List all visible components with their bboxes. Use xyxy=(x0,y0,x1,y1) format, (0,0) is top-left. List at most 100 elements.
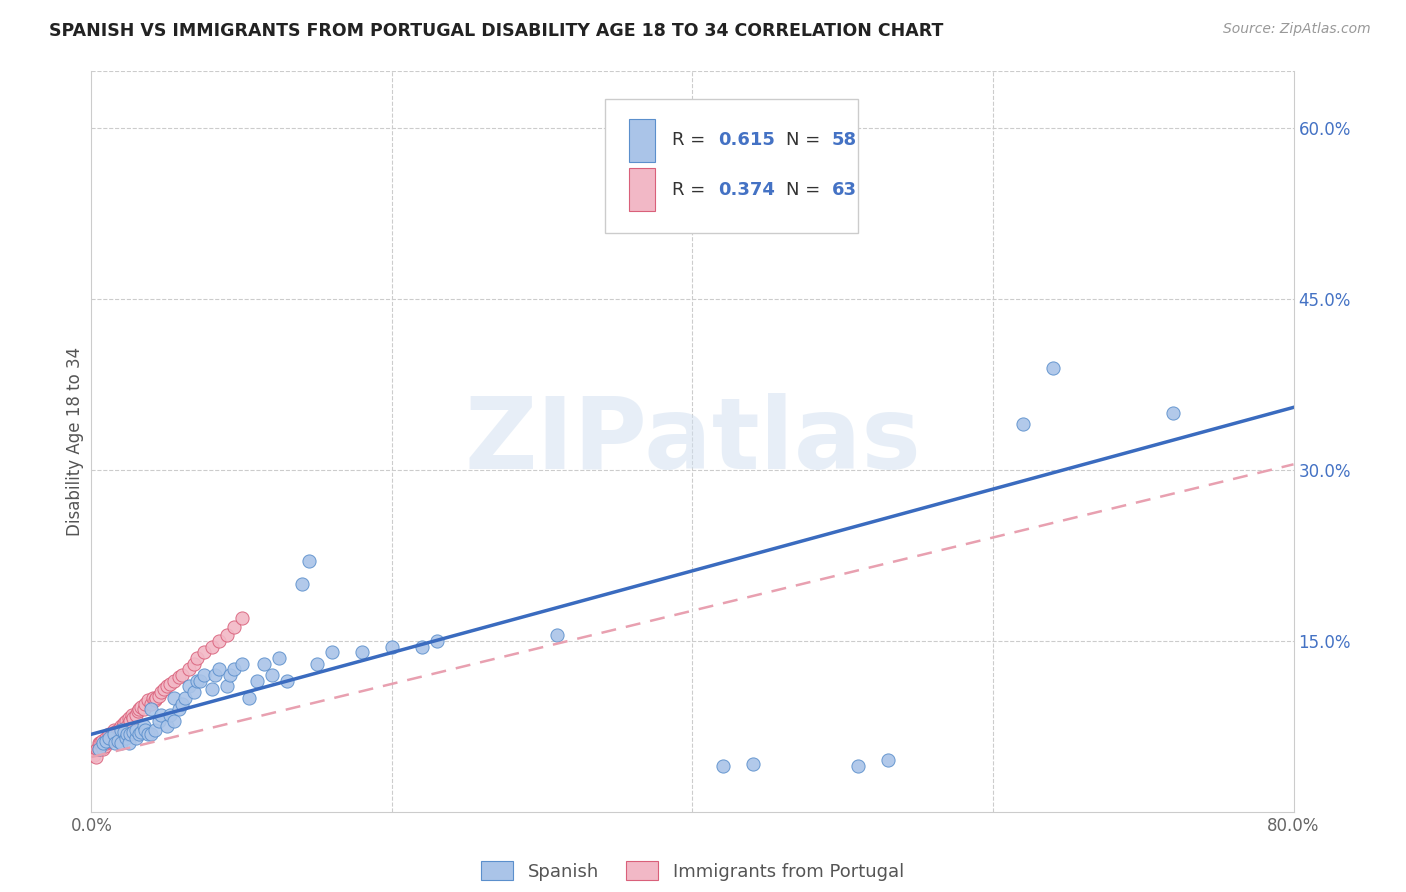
Point xyxy=(260,668,283,682)
Point xyxy=(128,702,150,716)
Point xyxy=(110,725,132,739)
Text: SPANISH VS IMMIGRANTS FROM PORTUGAL DISABILITY AGE 18 TO 34 CORRELATION CHART: SPANISH VS IMMIGRANTS FROM PORTUGAL DISA… xyxy=(49,22,943,40)
Point xyxy=(186,651,208,665)
Point xyxy=(104,725,127,739)
Point xyxy=(141,702,163,716)
Point xyxy=(145,690,167,705)
Point xyxy=(177,662,200,676)
Point xyxy=(110,719,132,733)
Point xyxy=(134,697,156,711)
Point xyxy=(138,727,160,741)
Y-axis label: Disability Age 18 to 34: Disability Age 18 to 34 xyxy=(66,347,84,536)
Point xyxy=(98,731,121,745)
Point xyxy=(90,739,112,753)
Point xyxy=(103,731,125,745)
Point xyxy=(89,736,111,750)
Point xyxy=(127,705,149,719)
FancyBboxPatch shape xyxy=(605,99,858,233)
Point xyxy=(125,707,148,722)
Point xyxy=(411,640,433,654)
Point xyxy=(291,577,314,591)
Point xyxy=(188,673,211,688)
Text: 58: 58 xyxy=(832,131,858,149)
Point xyxy=(87,736,110,750)
Text: N =: N = xyxy=(786,181,827,199)
Point xyxy=(118,736,141,750)
Point xyxy=(122,711,145,725)
Point xyxy=(155,719,177,733)
Point xyxy=(128,727,150,741)
Point xyxy=(141,727,163,741)
Point xyxy=(426,633,449,648)
Point xyxy=(129,725,152,739)
Point xyxy=(253,657,276,671)
Point xyxy=(246,673,269,688)
Point xyxy=(208,633,231,648)
Point xyxy=(82,746,104,760)
Point xyxy=(103,727,125,741)
Point xyxy=(546,628,568,642)
Point xyxy=(381,640,404,654)
Point xyxy=(276,673,298,688)
Point xyxy=(148,689,170,703)
Point xyxy=(305,657,328,671)
Point xyxy=(231,657,253,671)
Point xyxy=(1161,406,1184,420)
Point xyxy=(231,611,253,625)
Point xyxy=(224,662,246,676)
Point xyxy=(96,731,118,745)
Point xyxy=(114,715,136,730)
Point xyxy=(115,731,138,745)
Point xyxy=(208,662,231,676)
Point xyxy=(98,727,121,741)
Point xyxy=(93,742,115,756)
Point xyxy=(94,739,117,753)
Point xyxy=(711,759,734,773)
Point xyxy=(103,723,125,737)
Point xyxy=(149,707,172,722)
Point xyxy=(218,668,240,682)
Text: R =: R = xyxy=(672,181,711,199)
Point xyxy=(107,723,129,737)
Point xyxy=(201,640,224,654)
Text: Source: ZipAtlas.com: Source: ZipAtlas.com xyxy=(1223,22,1371,37)
Point xyxy=(177,680,200,694)
Point xyxy=(152,681,174,696)
Point xyxy=(183,657,205,671)
Point xyxy=(108,725,131,739)
FancyBboxPatch shape xyxy=(628,119,655,161)
Point xyxy=(97,734,120,748)
Point xyxy=(120,714,142,728)
Point xyxy=(163,690,186,705)
Point xyxy=(117,719,139,733)
Point xyxy=(167,670,190,684)
Point xyxy=(107,734,129,748)
Point xyxy=(846,759,869,773)
Point xyxy=(118,711,141,725)
Point xyxy=(183,685,205,699)
Point xyxy=(114,725,136,739)
Point xyxy=(115,714,138,728)
Point xyxy=(84,750,107,764)
Point xyxy=(238,690,260,705)
Legend: Spanish, Immigrants from Portugal: Spanish, Immigrants from Portugal xyxy=(474,854,911,888)
Point xyxy=(117,727,139,741)
Point xyxy=(110,736,132,750)
Point xyxy=(104,736,127,750)
Point xyxy=(80,747,103,762)
Point xyxy=(876,754,898,768)
Point xyxy=(96,734,118,748)
Point xyxy=(132,719,155,733)
Point xyxy=(96,736,118,750)
Point xyxy=(125,723,148,737)
Point xyxy=(224,620,246,634)
Point xyxy=(163,673,186,688)
Point xyxy=(87,742,110,756)
Point xyxy=(1012,417,1035,432)
Text: 63: 63 xyxy=(832,181,856,199)
Point xyxy=(111,719,134,733)
Point xyxy=(321,645,343,659)
Point xyxy=(142,690,165,705)
Point xyxy=(159,707,181,722)
Point xyxy=(93,736,115,750)
